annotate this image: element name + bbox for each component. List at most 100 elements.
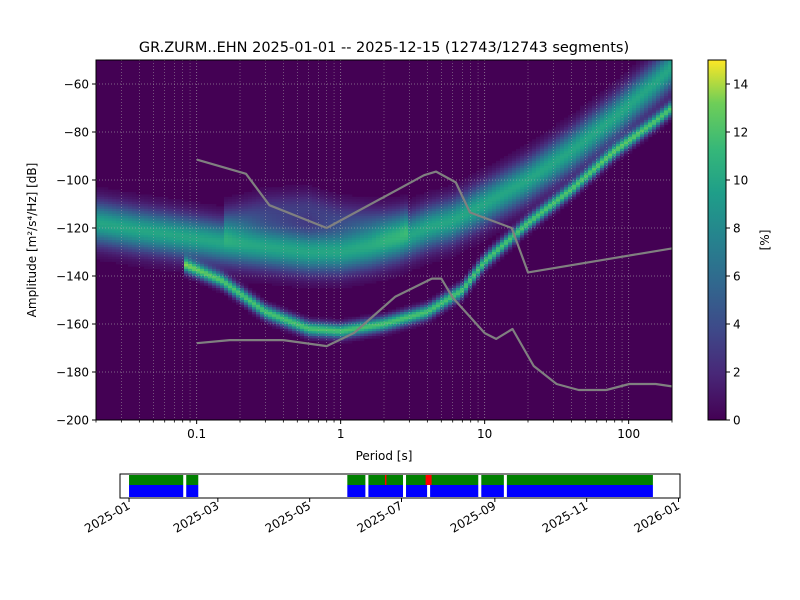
heatmap-cell: [124, 225, 129, 229]
heatmap-cell: [224, 290, 229, 294]
heatmap-cell: [260, 225, 265, 229]
heatmap-cell: [216, 235, 221, 238]
heatmap-cell: [484, 247, 489, 250]
heatmap-cell: [100, 218, 105, 222]
heatmap-cell: [512, 206, 517, 210]
heatmap-cell: [292, 201, 297, 205]
heatmap-cell: [192, 261, 197, 265]
heatmap-cell: [216, 208, 221, 212]
heatmap-cell: [404, 244, 409, 248]
heatmap-cell: [200, 261, 205, 265]
heatmap-cell: [484, 211, 489, 214]
heatmap-cell: [240, 292, 245, 296]
heatmap-cell: [412, 324, 417, 327]
heatmap-cell: [140, 235, 145, 238]
heatmap-cell: [296, 328, 301, 332]
heatmap-cell: [480, 259, 485, 262]
heatmap-cell: [192, 201, 197, 205]
heatmap-cell: [236, 256, 241, 260]
heatmap-cell: [304, 264, 309, 267]
heatmap-cell: [100, 242, 105, 246]
heatmap-cell: [104, 225, 109, 229]
heatmap-cell: [344, 194, 349, 198]
heatmap-cell: [456, 232, 461, 236]
heatmap-cell: [564, 196, 569, 200]
heatmap-cell: [280, 252, 285, 255]
heatmap-cell: [476, 211, 481, 214]
heatmap-cell: [496, 168, 501, 171]
heatmap-cell: [372, 206, 377, 210]
heatmap-cell: [300, 326, 305, 330]
heatmap-cell: [372, 264, 377, 267]
heatmap-cell: [384, 216, 389, 219]
heatmap-cell: [288, 223, 293, 226]
heatmap-cell: [396, 223, 401, 226]
heatmap-cell: [256, 297, 261, 301]
heatmap-cell: [424, 211, 429, 214]
heatmap-cell: [296, 184, 301, 188]
heatmap-cell: [116, 199, 121, 202]
heatmap-cell: [248, 199, 253, 202]
heatmap-cell: [368, 249, 373, 253]
heatmap-cell: [124, 218, 129, 222]
heatmap-cell: [376, 252, 381, 255]
heatmap-cell: [276, 204, 281, 207]
heatmap-cell: [296, 223, 301, 226]
heatmap-cell: [396, 312, 401, 315]
heatmap-cell: [368, 333, 373, 337]
heatmap-cell: [236, 206, 241, 210]
heatmap-cell: [528, 151, 533, 154]
heatmap-cell: [416, 252, 421, 255]
heatmap-cell: [196, 268, 201, 272]
heatmap-cell: [140, 213, 145, 217]
heatmap-cell: [164, 228, 169, 231]
heatmap-cell: [304, 249, 309, 253]
heatmap-cell: [128, 218, 133, 222]
heatmap-cell: [216, 283, 221, 286]
heatmap-cell: [268, 264, 273, 267]
heatmap-cell: [168, 201, 173, 205]
heatmap-cell: [280, 228, 285, 231]
heatmap-cell: [308, 211, 313, 214]
heatmap-cell: [372, 259, 377, 262]
heatmap-cell: [580, 134, 585, 138]
heatmap-cell: [508, 235, 513, 238]
heatmap-cell: [136, 264, 141, 267]
heatmap-cell: [476, 177, 481, 181]
heatmap-cell: [348, 242, 353, 246]
heatmap-cell: [580, 139, 585, 142]
heatmap-cell: [224, 211, 229, 214]
heatmap-cell: [432, 309, 437, 313]
heatmap-cell: [148, 266, 153, 270]
heatmap-cell: [380, 266, 385, 270]
heatmap-cell: [432, 304, 437, 308]
heatmap-cell: [228, 264, 233, 267]
heatmap-cell: [104, 254, 109, 258]
heatmap-cell: [204, 211, 209, 214]
heatmap-cell: [488, 220, 493, 224]
heatmap-cell: [212, 280, 217, 284]
heatmap-cell: [512, 153, 517, 157]
heatmap-cell: [312, 247, 317, 250]
heatmap-cell: [540, 220, 545, 224]
heatmap-cell: [536, 170, 541, 174]
heatmap-cell: [524, 153, 529, 157]
heatmap-cell: [108, 220, 113, 224]
heatmap-cell: [304, 201, 309, 205]
heatmap-cell: [256, 292, 261, 296]
heatmap-cell: [524, 148, 529, 152]
heatmap-cell: [464, 285, 469, 289]
heatmap-cell: [208, 259, 213, 262]
heatmap-cell: [448, 228, 453, 231]
heatmap-cell: [408, 235, 413, 238]
heatmap-cell: [520, 168, 525, 171]
heatmap-cell: [220, 225, 225, 229]
heatmap-cell: [236, 237, 241, 241]
heatmap-cell: [488, 199, 493, 202]
heatmap-cell: [284, 223, 289, 226]
heatmap-cell: [176, 199, 181, 202]
heatmap-cell: [440, 199, 445, 202]
heatmap-cell: [468, 182, 473, 186]
heatmap-cell: [352, 252, 357, 255]
heatmap-cell: [388, 309, 393, 313]
